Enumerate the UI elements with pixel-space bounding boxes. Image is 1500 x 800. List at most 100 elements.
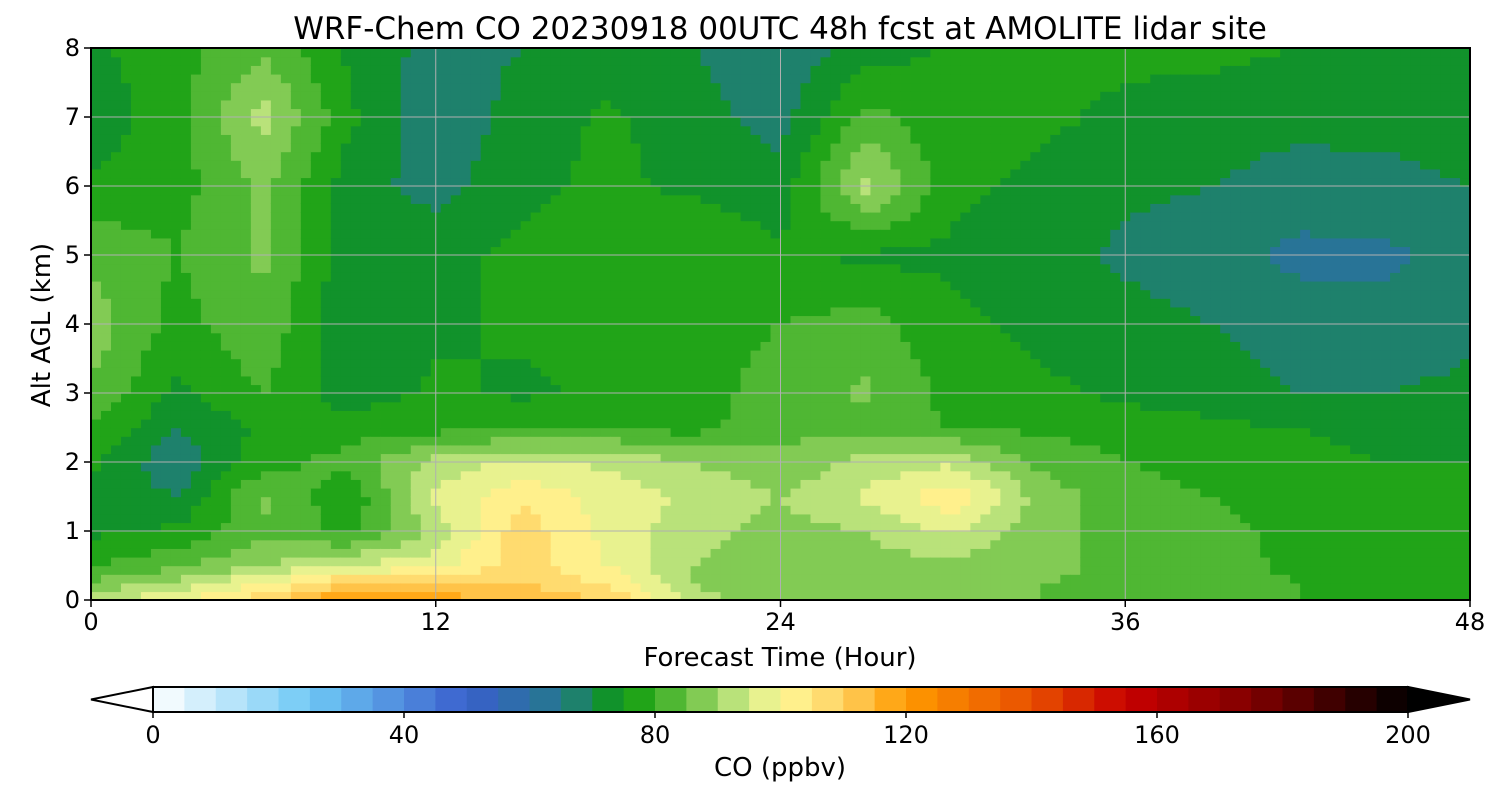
heatmap-cell <box>290 505 302 515</box>
heatmap-cell <box>530 306 542 317</box>
heatmap-cell <box>540 470 552 480</box>
heatmap-cell <box>600 117 612 127</box>
heatmap-cell <box>330 556 342 567</box>
heatmap-cell <box>220 263 232 273</box>
heatmap-cell <box>220 134 232 144</box>
heatmap-cell <box>110 332 122 342</box>
heatmap-cell <box>440 91 452 101</box>
heatmap-cell <box>210 375 222 386</box>
heatmap-cell <box>690 91 702 101</box>
heatmap-cell <box>580 436 592 446</box>
heatmap-cell <box>340 418 352 429</box>
heatmap-cell <box>360 332 372 342</box>
heatmap-cell <box>390 263 402 273</box>
heatmap-cell <box>290 280 302 291</box>
heatmap-cell <box>860 574 872 584</box>
heatmap-cell <box>310 565 322 575</box>
heatmap-cell <box>160 246 172 256</box>
heatmap-cell <box>750 272 762 282</box>
heatmap-cell <box>330 125 342 135</box>
heatmap-cell <box>130 341 142 351</box>
heatmap-cell <box>360 444 372 455</box>
heatmap-cell <box>550 444 562 455</box>
heatmap-cell <box>800 56 812 66</box>
heatmap-cell <box>200 453 212 463</box>
heatmap-cell <box>860 367 872 377</box>
heatmap-cell <box>310 117 322 127</box>
heatmap-cell <box>790 289 802 299</box>
heatmap-cell <box>720 453 732 463</box>
heatmap-cell <box>840 203 852 213</box>
heatmap-cell <box>240 444 252 455</box>
heatmap-cell <box>140 410 152 420</box>
heatmap-cell <box>650 410 662 420</box>
heatmap-cell <box>250 272 262 282</box>
heatmap-cell <box>310 358 322 368</box>
heatmap-cell <box>230 410 242 420</box>
heatmap-cell <box>120 401 132 411</box>
heatmap-cell <box>410 513 422 524</box>
heatmap-cell <box>560 186 572 196</box>
heatmap-cell <box>560 108 572 118</box>
heatmap-cell <box>330 151 342 161</box>
heatmap-cell <box>710 349 722 360</box>
heatmap-cell <box>820 410 832 420</box>
heatmap-cell <box>640 48 652 58</box>
heatmap-cell <box>100 298 112 308</box>
heatmap-cell <box>550 349 562 360</box>
heatmap-cell <box>280 487 292 498</box>
heatmap-cell <box>740 151 752 161</box>
heatmap-cell <box>240 194 252 204</box>
heatmap-cell <box>540 82 552 92</box>
heatmap-cell <box>650 384 662 394</box>
heatmap-cell <box>710 315 722 325</box>
heatmap-cell <box>800 65 812 75</box>
heatmap-cell <box>400 418 412 429</box>
heatmap-cell <box>820 306 832 317</box>
heatmap-cell <box>160 168 172 179</box>
heatmap-cell <box>480 220 492 230</box>
heatmap-cell <box>580 427 592 437</box>
heatmap-cell <box>110 99 122 110</box>
heatmap-cell <box>770 186 782 196</box>
heatmap-cell <box>470 280 482 291</box>
heatmap-cell <box>360 401 372 411</box>
heatmap-cell <box>510 332 522 342</box>
heatmap-cell <box>200 591 212 600</box>
heatmap-cell <box>170 82 182 92</box>
heatmap-cell <box>500 462 512 472</box>
heatmap-cell <box>830 272 842 282</box>
heatmap-cell <box>500 565 512 575</box>
heatmap-cell <box>260 358 272 368</box>
heatmap-cell <box>450 548 462 558</box>
heatmap-cell <box>230 168 242 179</box>
heatmap-cell <box>370 280 382 291</box>
heatmap-cell <box>810 539 822 549</box>
heatmap-cell <box>730 211 742 222</box>
heatmap-cell <box>760 48 772 58</box>
heatmap-cell <box>730 246 742 256</box>
heatmap-cell <box>660 246 672 256</box>
heatmap-cell <box>270 125 282 135</box>
heatmap-cell <box>440 108 452 118</box>
heatmap-cell <box>830 186 842 196</box>
heatmap-cell <box>650 237 662 248</box>
heatmap-cell <box>290 462 302 472</box>
heatmap-cell <box>780 82 792 92</box>
heatmap-cell <box>760 298 772 308</box>
heatmap-cell <box>340 548 352 558</box>
heatmap-cell <box>840 427 852 437</box>
heatmap-cell <box>340 427 352 437</box>
heatmap-cell <box>400 186 412 196</box>
heatmap-cell <box>110 418 122 429</box>
heatmap-cell <box>820 427 832 437</box>
heatmap-cell <box>490 220 502 230</box>
heatmap-cell <box>810 298 822 308</box>
heatmap-cell <box>250 142 262 153</box>
heatmap-cell <box>740 548 752 558</box>
heatmap-cell <box>550 384 562 394</box>
heatmap-cell <box>730 237 742 248</box>
heatmap-cell <box>670 539 682 549</box>
heatmap-cell <box>140 487 152 498</box>
heatmap-cell <box>700 565 712 575</box>
